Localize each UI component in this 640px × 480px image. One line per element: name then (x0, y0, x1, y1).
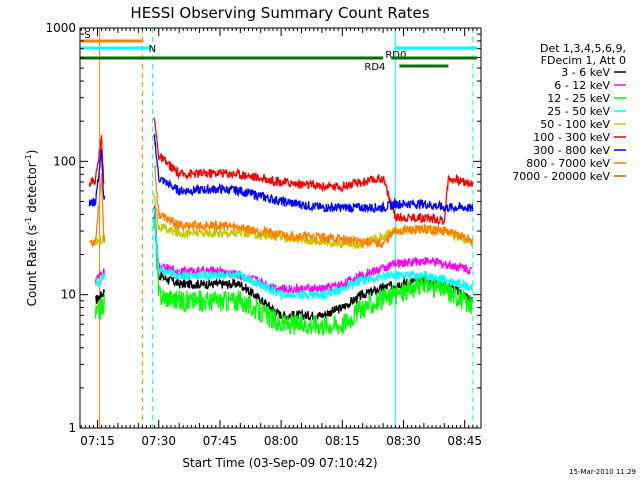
state-label-n: N (149, 44, 156, 55)
y-tick-label: 10 (61, 288, 76, 302)
series-line-segment (153, 203, 473, 295)
legend-entry-label: 100 - 300 keV (533, 131, 610, 144)
series-line-segment (153, 207, 474, 302)
legend: Det 1,3,4,5,6,9,FDecim 1, Att 03 - 6 keV… (512, 42, 626, 183)
legend-entry-label: 3 - 6 keV (561, 66, 610, 79)
series-line-segment (153, 117, 474, 227)
legend-entry-label: 7000 - 20000 keV (512, 170, 610, 183)
series-300-800-kev (88, 133, 474, 214)
x-tick-label: 08:00 (264, 434, 299, 448)
timestamp: 15-Mar-2010 11:29 (569, 468, 636, 476)
series-12-25-kev (94, 218, 474, 337)
legend-header-line: FDecim 1, Att 0 (541, 54, 626, 67)
series-line-segment (88, 135, 105, 188)
y-tick-label: 1 (68, 421, 76, 435)
series-25-50-kev (94, 207, 474, 302)
x-axis: 07:15 07:30 07:45 08:00 08:15 08:30 08:45 (80, 28, 482, 448)
state-label-rd0: RD0 (385, 50, 406, 61)
legend-entry-label: 25 - 50 keV (547, 105, 610, 118)
legend-entry-label: 12 - 25 keV (547, 92, 610, 105)
x-tick-label: 07:30 (141, 434, 176, 448)
series-line-segment (153, 133, 474, 214)
series-line-segment (89, 173, 106, 248)
series-layer (88, 117, 474, 337)
legend-entry-label: 800 - 7000 keV (526, 157, 610, 170)
x-tick-label: 08:45 (447, 434, 482, 448)
y-axis: 1 10 100 1000 (45, 21, 481, 435)
x-tick-label: 07:45 (203, 434, 238, 448)
series-line-segment (94, 234, 105, 246)
series-line-segment (94, 273, 105, 288)
series-line-segment (153, 218, 474, 337)
x-tick-label: 08:15 (325, 434, 360, 448)
state-label-rd4: RD4 (364, 62, 385, 73)
series-800-7000-kev (89, 164, 474, 249)
y-axis-label: Count Rate (s-1 detector-1) (24, 150, 39, 307)
legend-entry-label: 6 - 12 keV (554, 79, 610, 92)
legend-header-line: Det 1,3,4,5,6,9, (540, 42, 626, 55)
series-100-300-kev (88, 117, 474, 227)
series-line-segment (88, 148, 106, 208)
x-tick-label: 08:30 (386, 434, 421, 448)
legend-entry-label: 50 - 100 keV (540, 118, 610, 131)
y-tick-label: 100 (53, 154, 76, 168)
state-label-s: S (84, 30, 90, 41)
x-axis-label: Start Time (03-Sep-09 07:10:42) (182, 456, 377, 470)
series-line-segment (153, 164, 474, 249)
series-line-segment (94, 294, 105, 320)
plot-frame (79, 27, 482, 429)
chart-title: HESSI Observing Summary Count Rates (130, 4, 429, 22)
series-line-segment (94, 289, 105, 304)
y-tick-label: 1000 (45, 21, 76, 35)
x-tick-label: 07:15 (80, 434, 115, 448)
legend-entry-label: 300 - 800 keV (533, 144, 610, 157)
